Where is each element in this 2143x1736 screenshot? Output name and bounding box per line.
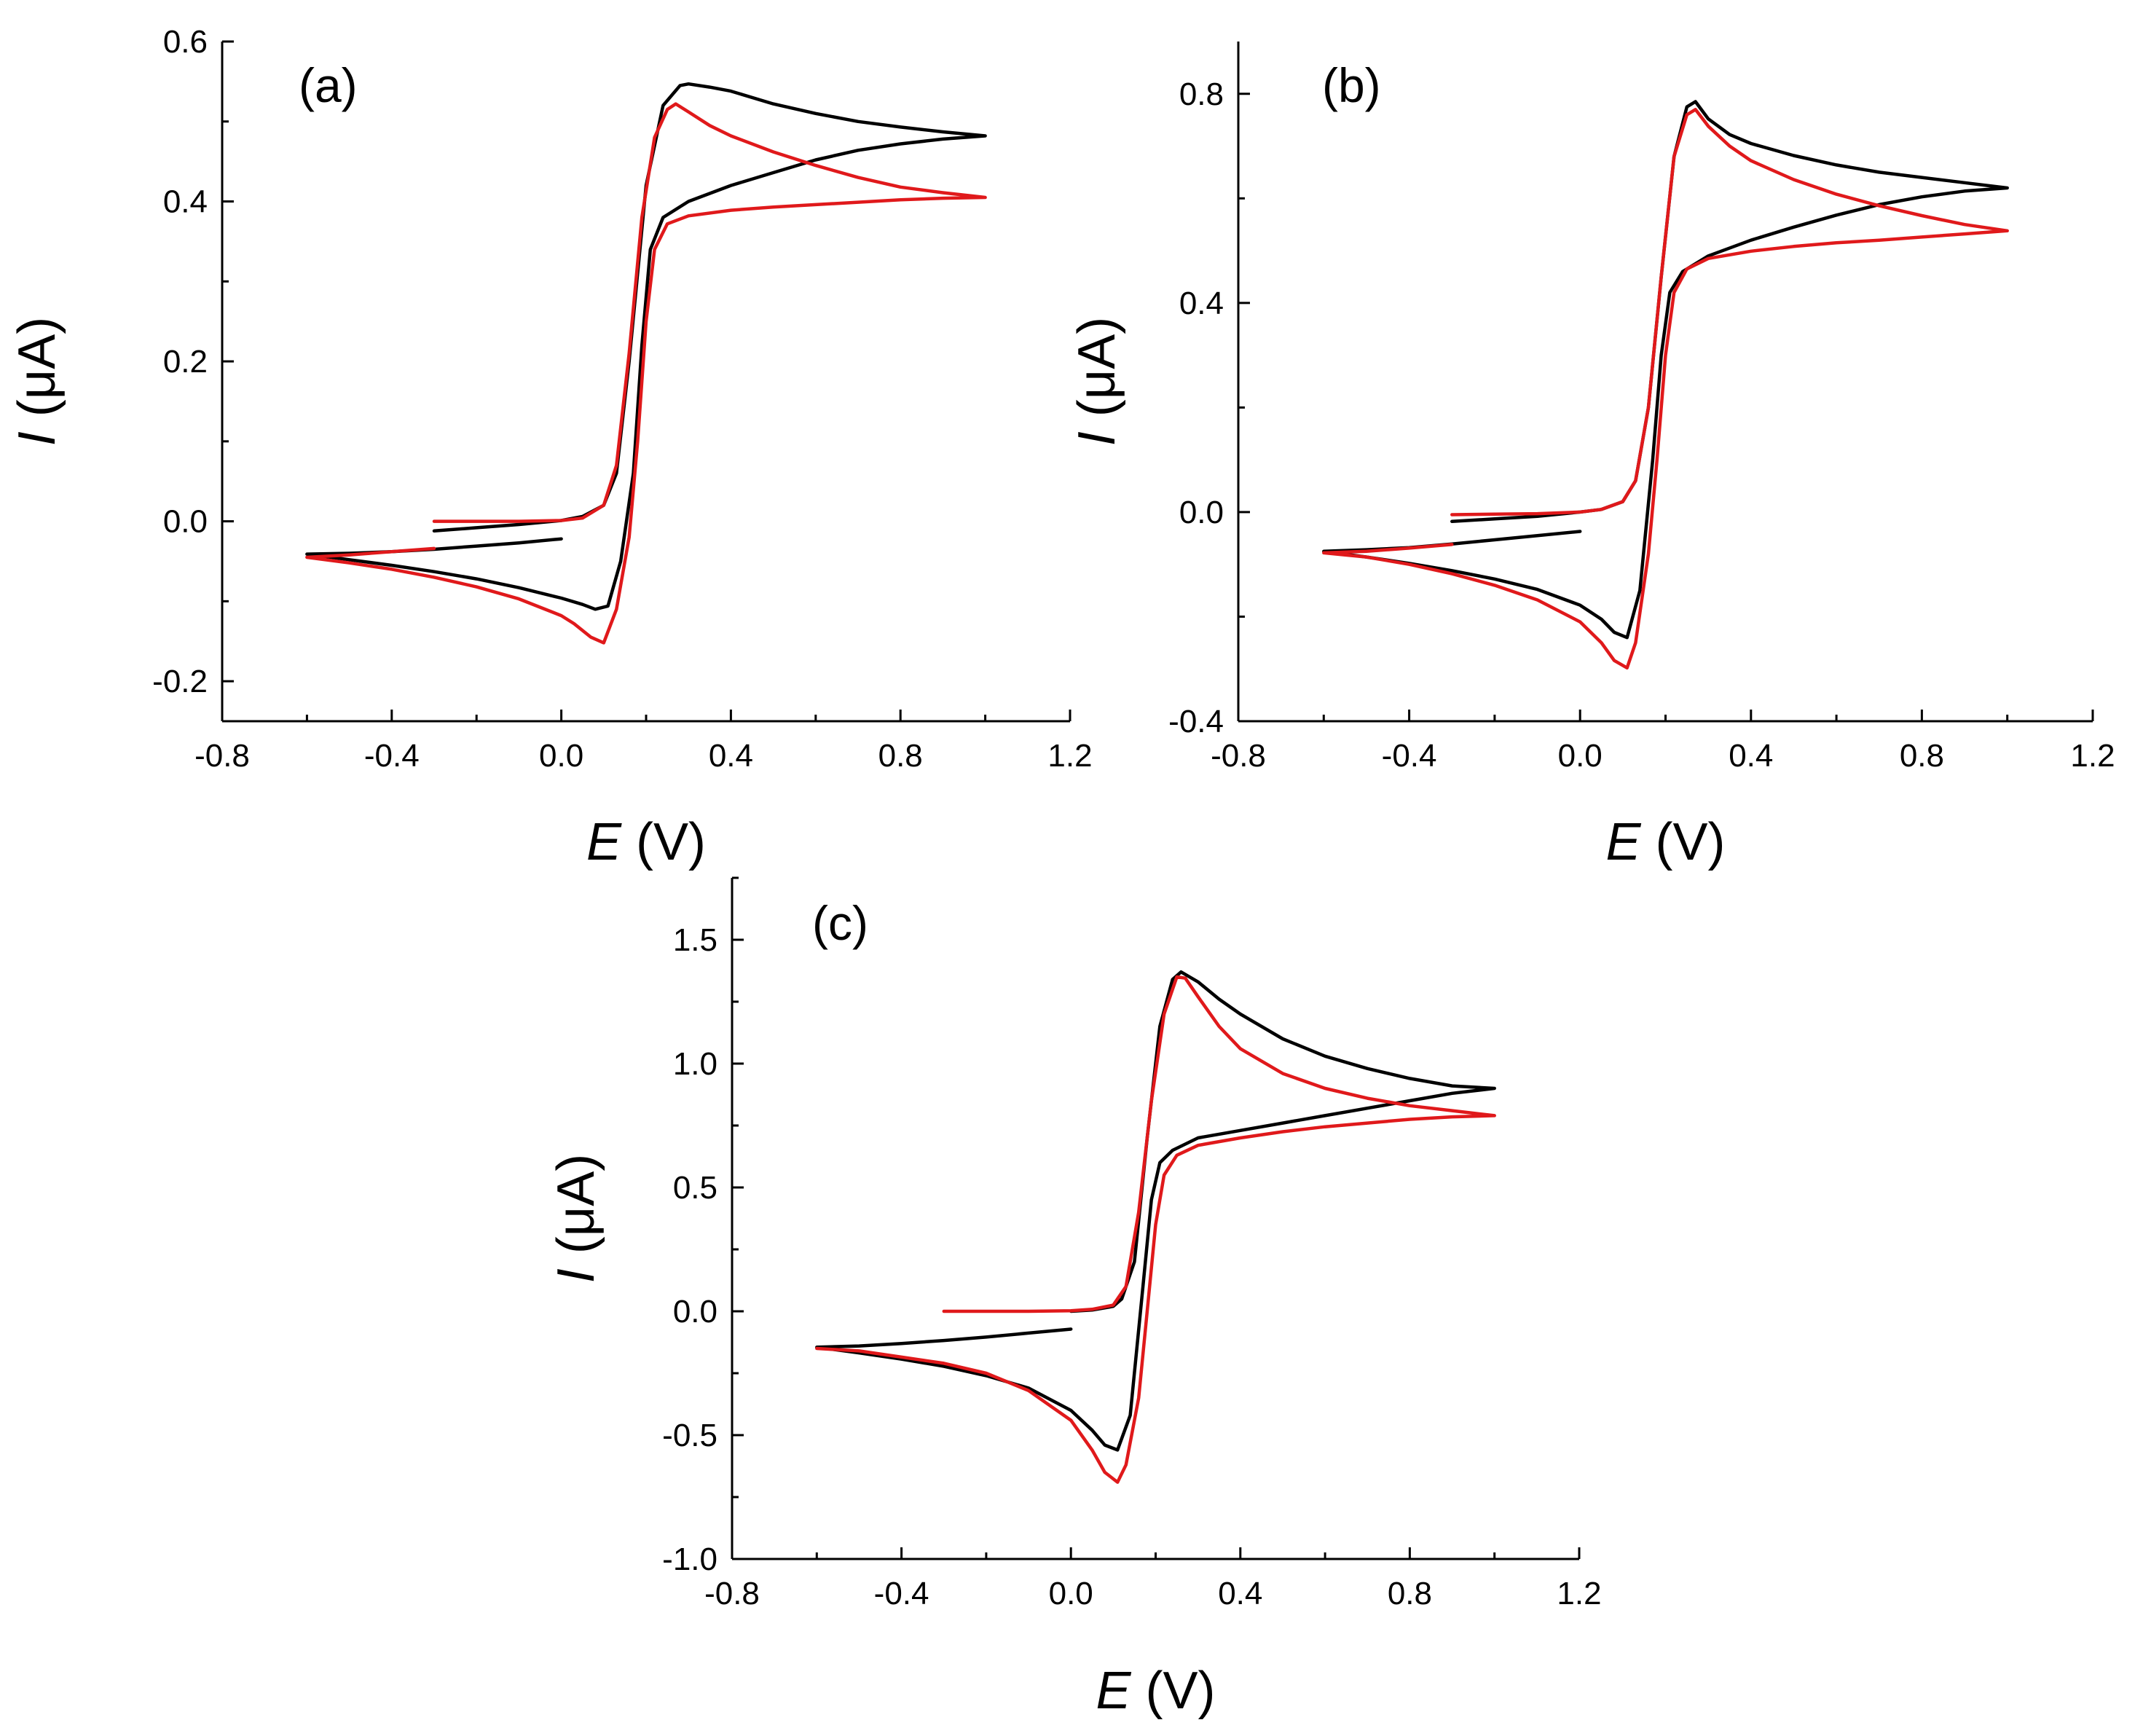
chart-2-y-tick-label: 1.5	[673, 922, 717, 958]
chart-0-y-axis-variable: I	[8, 431, 66, 446]
chart-2-y-tick-label: 0.0	[673, 1294, 717, 1330]
chart-2-y-axis-unit: (μA)	[547, 1154, 605, 1268]
chart-1-panel-label: (b)	[1322, 58, 1381, 112]
chart-0-x-tick-label: 0.4	[709, 738, 753, 774]
chart-2-y-tick-label: -0.5	[662, 1418, 717, 1453]
chart-1-x-tick-label: 0.8	[1900, 738, 1944, 774]
chart-2-panel-label: (c)	[812, 896, 868, 950]
panel-a: -0.8 -0.4 0.0 0.4 0.8 1.2 -0.2 0.0 0.2 0.4 0.6 (a) E…	[8, 24, 1093, 871]
chart-0-panel-label: (a)	[299, 58, 358, 112]
chart-2-x-tick-label: 1.2	[1557, 1576, 1601, 1611]
chart-2-y-tick-label: 0.5	[673, 1170, 717, 1206]
chart-1-series-red	[1322, 108, 2009, 670]
chart-1-x-axis-variable: E	[1605, 813, 1641, 871]
chart-1-y-tick-label: 0.8	[1179, 76, 1224, 112]
chart-2-x-tick-label: 0.8	[1388, 1576, 1432, 1611]
chart-1-x-axis-title: E (V)	[1605, 813, 1725, 871]
chart-0-x-tick-label: -0.8	[194, 738, 250, 774]
chart-1-y-tick-label: 0.0	[1179, 495, 1224, 530]
chart-2-y-axis-title: I (μA)	[547, 1154, 605, 1283]
chart-2-y-axis-variable: I	[547, 1268, 605, 1283]
chart-2-x-axis-variable: E	[1096, 1662, 1131, 1720]
chart-0-x-axis-title: E (V)	[586, 813, 706, 871]
chart-1-x-tick-label: 0.4	[1729, 738, 1773, 774]
chart-0-y-axis-title: I (μA)	[8, 317, 66, 446]
chart-1-y-axis-unit: (μA)	[1068, 317, 1126, 431]
chart-1-y-tick-label: 0.4	[1179, 286, 1224, 321]
chart-1-x-axis-unit: (V)	[1641, 813, 1726, 871]
chart-2-y-tick-label: -1.0	[662, 1541, 717, 1577]
chart-2-y-tick-label: 1.0	[673, 1046, 717, 1082]
chart-1-x-tick-label: -0.8	[1211, 738, 1266, 774]
chart-1-y-axis-variable: I	[1068, 431, 1126, 446]
chart-0-y-tick-label: 0.4	[163, 184, 208, 220]
chart-0-x-tick-label: 1.2	[1047, 738, 1092, 774]
chart-0-x-tick-label: -0.4	[364, 738, 420, 774]
chart-1-x-tick-label: 1.2	[2070, 738, 2115, 774]
chart-1-x-tick-label: 0.0	[1558, 738, 1603, 774]
chart-0-x-tick-label: 0.0	[539, 738, 583, 774]
chart-1-y-axis-title: I (μA)	[1068, 317, 1126, 446]
chart-0-x-axis-variable: E	[586, 813, 622, 871]
chart-0-series-red	[305, 102, 987, 645]
panel-c: -0.8 -0.4 0.0 0.4 0.8 1.2 -1.0 -0.5 0.0 0.5 1.0 1.5…	[547, 876, 1602, 1720]
chart-2-x-axis-title: E (V)	[1096, 1662, 1215, 1720]
chart-0-y-tick-label: 0.0	[163, 504, 208, 540]
chart-2-x-tick-label: 0.4	[1218, 1576, 1262, 1611]
chart-0-y-tick-label: 0.6	[163, 24, 208, 60]
chart-0-x-axis-unit: (V)	[621, 813, 706, 871]
chart-0-y-tick-label: -0.2	[152, 664, 208, 699]
chart-2-x-tick-label: 0.0	[1049, 1576, 1093, 1611]
chart-0-y-axis-unit: (μA)	[8, 317, 66, 431]
chart-2-series-red	[815, 975, 1496, 1484]
chart-1-y-tick-label: -0.4	[1168, 704, 1224, 739]
chart-2-x-tick-label: -0.4	[874, 1576, 929, 1611]
panel-b: -0.8 -0.4 0.0 0.4 0.8 1.2-0.40.00.40.8 (b)E (V…	[1068, 42, 2115, 871]
chart-2-x-tick-label: -0.8	[704, 1576, 760, 1611]
chart-1-x-tick-label: -0.4	[1382, 738, 1437, 774]
chart-0-y-tick-label: 0.2	[163, 344, 208, 380]
chart-2-x-axis-unit: (V)	[1131, 1662, 1216, 1720]
chart-0-x-tick-label: 0.8	[878, 738, 923, 774]
